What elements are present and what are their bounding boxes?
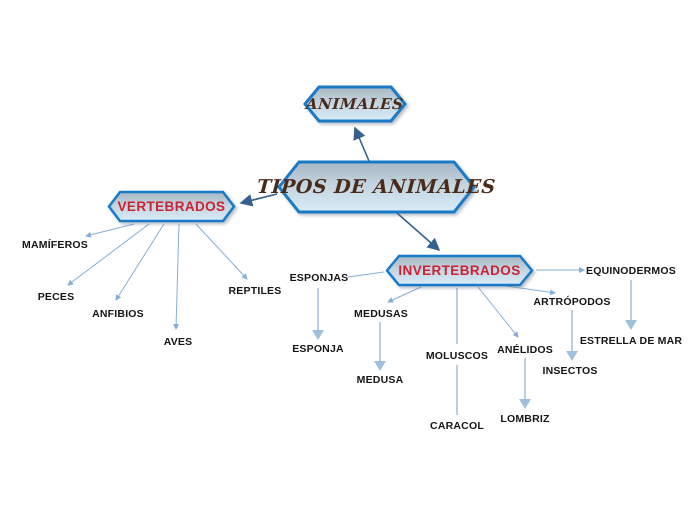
leaf-esponjas[interactable]: ESPONJAS bbox=[289, 272, 349, 284]
node-invertebrados[interactable]: INVERTEBRADOS bbox=[385, 254, 534, 287]
connector-invertebrados-to-artropodos bbox=[505, 285, 556, 296]
leaf-anelidos[interactable]: ANÉLIDOS bbox=[497, 344, 553, 356]
leaf-medusas[interactable]: MEDUSAS bbox=[354, 308, 408, 320]
leaf-medusa[interactable]: MEDUSA bbox=[356, 374, 404, 386]
leaf-mamiferos[interactable]: MAMÍFEROS bbox=[22, 239, 88, 251]
node-vertebrados[interactable]: VERTEBRADOS bbox=[107, 190, 236, 223]
leaf-insectos[interactable]: INSECTOS bbox=[542, 365, 598, 377]
node-animales[interactable]: ANIMALES bbox=[303, 85, 407, 123]
connector-invertebrados-to-esponjas bbox=[347, 271, 385, 278]
leaf-peces[interactable]: PECES bbox=[37, 291, 75, 303]
connector-vertebrados-to-anfibios bbox=[115, 223, 165, 301]
leaf-lombriz[interactable]: LOMBRIZ bbox=[500, 413, 550, 425]
connector-vertebrados-to-mamiferos bbox=[85, 223, 135, 238]
connector-invertebrados-to-medusas bbox=[387, 286, 422, 303]
leaf-anfibios[interactable]: ANFIBIOS bbox=[92, 308, 144, 320]
node-animales-shape bbox=[303, 85, 407, 123]
connector-vertebrados-to-aves bbox=[173, 223, 180, 330]
node-tipos-de-animales[interactable]: TIPOS DE ANIMALES bbox=[256, 160, 497, 214]
node-vertebrados-label: VERTEBRADOS bbox=[117, 199, 226, 214]
leaf-moluscos[interactable]: MOLUSCOS bbox=[425, 350, 489, 362]
connector-tipos-to-invertebrados bbox=[396, 212, 441, 252]
node-animales-label: ANIMALES bbox=[305, 95, 405, 113]
connector-vertebrados-to-peces bbox=[67, 223, 150, 286]
node-tipos-label: TIPOS DE ANIMALES bbox=[256, 176, 497, 198]
leaf-aves[interactable]: AVES bbox=[163, 336, 193, 348]
leaf-esponja[interactable]: ESPONJA bbox=[292, 343, 344, 355]
leaf-artropodos[interactable]: ARTRÓPODOS bbox=[533, 296, 611, 308]
node-vertebrados-shape bbox=[107, 190, 236, 223]
connector-vertebrados-to-reptiles bbox=[195, 223, 248, 280]
connector-tipos-to-animales bbox=[353, 126, 370, 162]
leaf-estrella-de-mar[interactable]: ESTRELLA DE MAR bbox=[579, 335, 683, 347]
leaf-caracol[interactable]: CARACOL bbox=[430, 420, 484, 432]
connector-tipos-to-vertebrados bbox=[239, 193, 278, 207]
node-invertebrados-shape bbox=[385, 254, 534, 287]
connector-invertebrados-to-anelidos bbox=[477, 286, 519, 338]
leaf-reptiles[interactable]: REPTILES bbox=[228, 285, 282, 297]
node-tipos-shape bbox=[277, 160, 476, 214]
leaf-equinodermos[interactable]: EQUINODERMOS bbox=[586, 265, 676, 277]
node-invertebrados-label: INVERTEBRADOS bbox=[398, 263, 521, 278]
